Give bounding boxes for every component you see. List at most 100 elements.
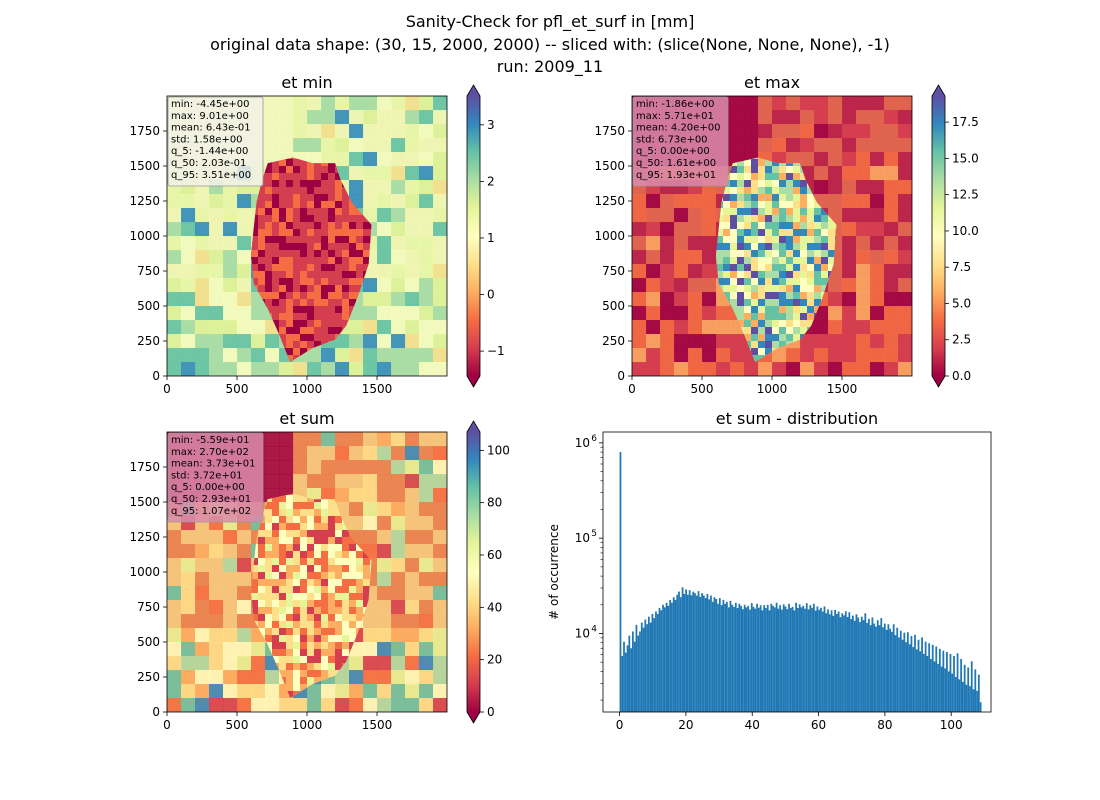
heatmap-cell [405,96,420,111]
heatmap-region-cell [300,229,308,237]
colorbar-tick-label: 2.5 [952,333,971,347]
heatmap-region-cell [765,250,773,258]
heatmap-cell [433,502,447,517]
heatmap-region-cell [293,236,301,244]
y-tick-label: 1000 [594,229,625,243]
heatmap-cell [884,306,899,321]
heatmap-cell [884,194,899,209]
heatmap-region-cell [779,341,787,349]
heatmap-region-cell [786,222,794,230]
heatmap-region-cell [772,257,780,265]
heatmap-cell [181,348,196,363]
heatmap-cell [377,194,392,209]
heatmap-cell [195,222,210,237]
heatmap-cell [321,488,336,503]
heatmap-cell [195,208,210,223]
heatmap-region-cell [293,222,301,230]
heatmap-cell [744,362,759,376]
heatmap-cell [349,656,364,671]
heatmap-cell [632,222,647,237]
heatmap-region-cell [744,313,752,321]
heatmap-region-cell [751,187,759,195]
heatmap-region-cell [800,257,808,265]
heatmap-cell [265,362,280,376]
heatmap-cell [884,264,899,279]
heatmap-region-cell [342,299,350,307]
heatmap-cell [828,180,843,195]
heatmap-region-cell [335,187,343,195]
heatmap-cell [363,432,378,447]
heatmap-region-cell [265,257,273,265]
heatmap-region-cell [793,320,801,328]
heatmap-cell [391,642,406,657]
heatmap-cell [660,348,675,363]
heatmap-region-cell [265,201,273,209]
heatmap-cell [856,194,871,209]
heatmap-cell [391,572,406,587]
heatmap-region-cell [793,306,801,314]
heatmap-region-cell [314,243,322,251]
heatmap-region-cell [293,327,301,335]
heatmap-region-cell [286,159,294,167]
heatmap-cell [870,264,885,279]
heatmap-region-cell [758,236,766,244]
heatmap-cell [660,264,675,279]
heatmap-region-cell [723,208,731,216]
heatmap-cell [800,362,815,376]
heatmap-region-cell [265,222,273,230]
heatmap-region-cell [807,306,815,314]
heatmap-cell [632,348,647,363]
heatmap-cell [377,166,392,181]
heatmap-cell [405,278,420,293]
heatmap-region-cell [758,166,766,174]
heatmap-region-cell [300,278,308,286]
heatmap-cell [842,96,857,111]
heatmap-region-cell [286,236,294,244]
heatmap-region-cell [335,236,343,244]
heatmap-cell [349,334,364,349]
heatmap-cell [842,306,857,321]
heatmap-cell [730,362,745,376]
heatmap-region-cell [279,257,287,265]
heatmap-region-cell [328,222,336,230]
heatmap-cell [632,292,647,307]
heatmap-cell [237,572,252,587]
heatmap-cell [223,642,238,657]
heatmap-cell [884,166,899,181]
heatmap-cell [377,278,392,293]
heatmap-cell [167,684,182,699]
heatmap-region-cell [723,278,731,286]
heatmap-cell [433,614,447,629]
heatmap-region-cell [286,271,294,279]
heatmap-cell [730,96,745,111]
heatmap-region-cell [286,495,294,503]
heatmap-cell [209,642,224,657]
heatmap-region-cell [821,243,829,251]
heatmap-region-cell [293,173,301,181]
heatmap-region-cell [730,187,738,195]
heatmap-cell [674,236,689,251]
heatmap-cell [391,236,406,251]
heatmap-region-cell [716,278,724,286]
heatmap-region-cell [814,278,822,286]
heatmap-region-cell [744,334,752,342]
heatmap-cell [730,138,745,153]
heatmap-region-cell [772,215,780,223]
heatmap-cell [433,516,447,531]
heatmap-cell [251,362,266,376]
heatmap-cell [391,138,406,153]
heatmap-region-cell [293,509,301,517]
heatmap-cell [279,432,294,447]
heatmap-cell [786,124,801,139]
y-tick-label: 750 [602,264,625,278]
heatmap-cell [195,628,210,643]
heatmap-cell [674,264,689,279]
heatmap-region-cell [730,278,738,286]
heatmap-cell [223,628,238,643]
heatmap-cell [744,110,759,125]
heatmap-region-cell [279,215,287,223]
heatmap-cell [828,320,843,335]
heatmap-cell [842,124,857,139]
heatmap-region-cell [765,292,773,300]
heatmap-region-cell [800,306,808,314]
